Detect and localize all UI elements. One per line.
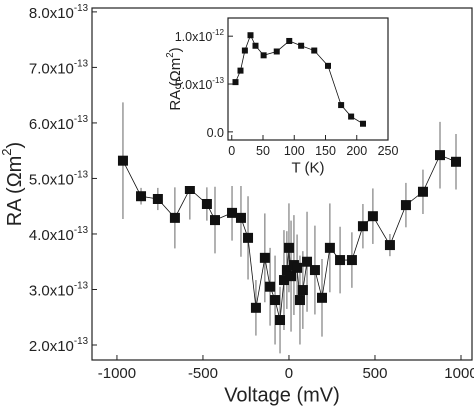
y-axis-label: RA (Ωm2) — [0, 142, 26, 226]
x-tick-label: -500 — [188, 365, 218, 382]
data-point — [298, 42, 305, 49]
data-point — [117, 155, 128, 166]
data-point — [252, 42, 259, 49]
x-tick-label: 1000 — [444, 365, 474, 382]
data-point — [184, 183, 195, 194]
y-tick-label: 5.0x10-13 — [175, 76, 225, 92]
data-point — [281, 265, 292, 276]
plot-frame — [227, 17, 389, 141]
data-point — [367, 211, 378, 222]
y-tick-label: 1.0x10-12 — [175, 28, 225, 44]
x-tick-label: 50 — [256, 144, 270, 158]
x-tick-label: -1000 — [98, 365, 136, 382]
plot-frame — [91, 7, 473, 361]
data-point — [297, 285, 308, 296]
data-point — [260, 52, 267, 59]
x-axis-label: T (K) — [291, 159, 324, 176]
x-tick-label: 200 — [346, 144, 367, 158]
data-point — [325, 62, 331, 69]
data-point — [275, 315, 286, 326]
data-point — [227, 207, 238, 218]
y-tick-label: 6.0x10-13 — [29, 114, 88, 133]
data-point — [243, 232, 254, 243]
data-point — [338, 102, 345, 109]
data-point — [283, 242, 294, 253]
data-point — [286, 271, 297, 282]
data-point — [247, 32, 254, 39]
inset-background — [166, 14, 400, 186]
x-axis-label: Voltage (mV) — [224, 384, 340, 406]
y-tick-label: 5.0x10-13 — [29, 169, 88, 188]
y-tick-label: 4.0x10-13 — [29, 225, 88, 244]
data-point — [384, 240, 395, 251]
y-tick-label: 3.0x10-13 — [29, 280, 88, 299]
data-point — [241, 47, 248, 54]
data-point — [152, 193, 163, 204]
y-tick-label: 2.0x10-13 — [29, 336, 88, 355]
x-tick-label: 250 — [378, 144, 399, 158]
data-point — [209, 215, 220, 226]
x-tick-label: 150 — [315, 144, 336, 158]
data-point — [309, 265, 320, 276]
x-tick-label: 0 — [228, 144, 235, 158]
data-point — [169, 212, 180, 223]
data-point — [136, 191, 147, 202]
data-point — [286, 37, 293, 44]
data-point — [346, 255, 357, 266]
data-point — [451, 156, 462, 167]
data-point — [250, 302, 261, 313]
data-point — [357, 221, 368, 232]
data-point — [270, 295, 281, 306]
data-point — [259, 252, 270, 263]
data-point — [435, 150, 446, 161]
data-point — [273, 48, 280, 55]
y-tick-label: 7.0x10-13 — [29, 58, 88, 77]
data-point — [311, 47, 318, 54]
data-point — [292, 262, 303, 273]
y-axis-label: RA (Ωm2) — [165, 47, 184, 110]
data-point — [417, 186, 428, 197]
data-point — [232, 79, 239, 86]
x-tick-label: 100 — [284, 144, 305, 158]
x-tick-label: 500 — [362, 365, 387, 382]
data-point — [201, 198, 212, 209]
data-point — [400, 200, 411, 211]
data-point — [324, 242, 335, 253]
data-point — [302, 256, 313, 267]
data-point — [348, 113, 355, 120]
data-point — [360, 120, 366, 127]
data-point — [235, 212, 246, 223]
y-tick-label: 0.0 — [207, 126, 224, 140]
y-tick-label: 8.0x10-13 — [29, 2, 88, 21]
data-point — [237, 67, 244, 74]
x-tick-label: 0 — [285, 365, 293, 382]
data-point — [278, 275, 289, 286]
data-point — [265, 281, 276, 292]
data-point — [316, 292, 327, 303]
data-point — [294, 295, 305, 306]
data-point — [335, 255, 346, 266]
